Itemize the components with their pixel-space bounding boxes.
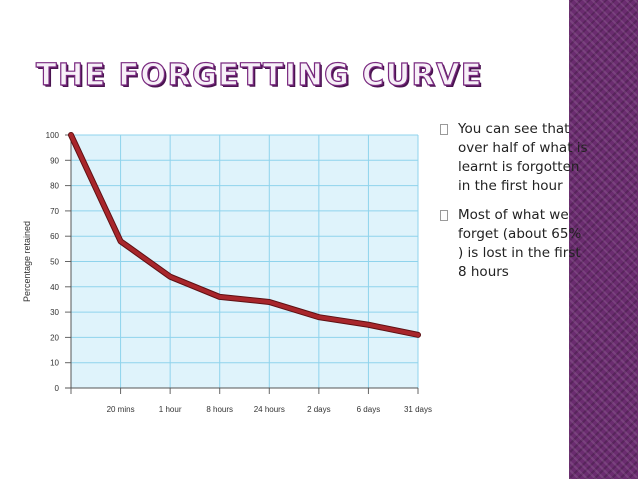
y-tick-label: 50 bbox=[50, 258, 59, 267]
bullet-text: Most of what we forget (about 65% ) is l… bbox=[458, 207, 582, 280]
bullet-item: You can see that over half of what is le… bbox=[440, 120, 590, 196]
x-tick-label: 6 days bbox=[357, 405, 381, 414]
x-tick-label: 2 days bbox=[307, 405, 331, 414]
x-tick-label: 8 hours bbox=[206, 405, 233, 414]
forgetting-curve-chart: 0 10 20 30 40 50 60 70 80 90 100 20 mins 1 hour 8 hou… bbox=[22, 131, 432, 414]
data-point bbox=[316, 315, 321, 320]
bullet-list: You can see that over half of what is le… bbox=[440, 120, 590, 292]
y-tick-label: 80 bbox=[50, 182, 59, 191]
data-point bbox=[267, 299, 272, 304]
data-point bbox=[366, 322, 371, 327]
x-tick-label: 31 days bbox=[404, 405, 432, 414]
side-decoration-band bbox=[569, 0, 638, 479]
x-tick-label: 1 hour bbox=[159, 405, 182, 414]
bullet-text: You can see that over half of what is le… bbox=[458, 121, 588, 194]
data-point bbox=[416, 332, 420, 337]
y-tick-label: 100 bbox=[46, 131, 60, 140]
bullet-box-icon bbox=[440, 210, 448, 221]
x-tick-label: 20 mins bbox=[107, 405, 135, 414]
bullet-item: Most of what we forget (about 65% ) is l… bbox=[440, 206, 590, 282]
y-tick-label: 70 bbox=[50, 207, 59, 216]
data-point bbox=[168, 274, 173, 279]
data-point bbox=[217, 294, 222, 299]
y-tick-label: 40 bbox=[50, 283, 59, 292]
slide-title: THE FORGETTING CURVE bbox=[35, 57, 483, 93]
bullet-box-icon bbox=[440, 124, 448, 135]
y-axis-label: Percentage retained bbox=[22, 221, 32, 302]
x-tick-label: 24 hours bbox=[254, 405, 285, 414]
series-line bbox=[69, 133, 420, 337]
y-tick-label: 60 bbox=[50, 232, 59, 241]
data-point bbox=[118, 239, 123, 244]
data-point bbox=[69, 133, 73, 137]
y-tick-label: 20 bbox=[50, 333, 59, 342]
y-tick-label: 30 bbox=[50, 308, 59, 317]
y-tick-label: 10 bbox=[50, 359, 59, 368]
y-tick-label: 90 bbox=[50, 156, 59, 165]
y-tick-label: 0 bbox=[55, 384, 60, 393]
